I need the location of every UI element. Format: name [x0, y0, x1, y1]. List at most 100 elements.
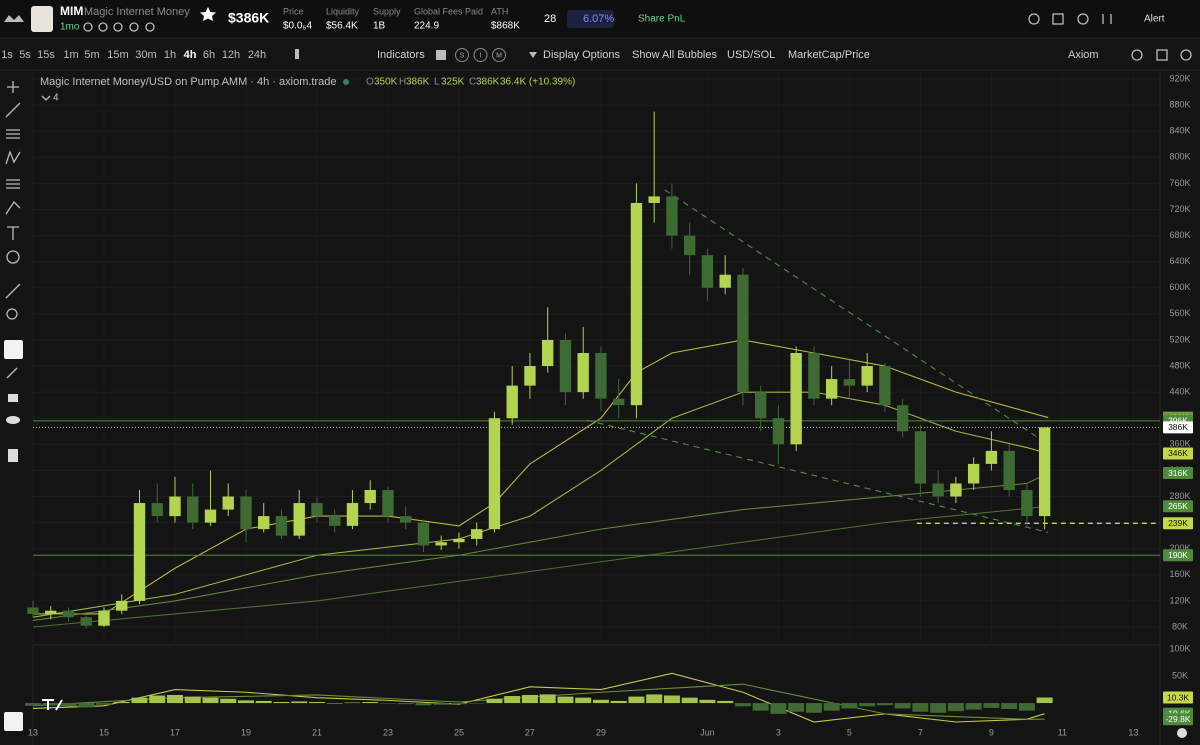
price-label-box [1163, 517, 1193, 530]
layout-select[interactable]: Axiom [1068, 49, 1099, 61]
brush-tool[interactable] [5, 200, 21, 215]
interval[interactable]: 12h [222, 49, 240, 61]
interval[interactable]: 5s [19, 49, 31, 61]
magnet-tool[interactable] [4, 340, 23, 359]
crosshair-tool[interactable] [7, 81, 19, 93]
candle-body [240, 496, 252, 530]
price-label-box [1163, 500, 1193, 513]
candle-body [630, 202, 643, 406]
interval[interactable]: 5m [84, 49, 99, 61]
histogram-bar [415, 703, 432, 706]
interval[interactable]: 1h [164, 49, 176, 61]
badge-ring[interactable] [455, 48, 469, 62]
web-icon[interactable] [129, 22, 139, 32]
histogram-bar [166, 694, 183, 704]
fullscreen-icon[interactable] [1156, 49, 1168, 61]
y-tick-label: 50K [1172, 670, 1188, 680]
tool-toggle[interactable] [4, 712, 23, 731]
mode-toggle[interactable]: MarketCap/Price [788, 49, 870, 61]
candle-body [488, 418, 501, 530]
histogram-bar [681, 697, 698, 704]
settings-icon[interactable] [1131, 49, 1143, 61]
favorite-star[interactable] [200, 7, 216, 21]
prediction-tool[interactable] [6, 179, 20, 189]
text-tool[interactable] [7, 226, 19, 240]
candle-type-icon[interactable] [295, 49, 299, 59]
icon[interactable] [98, 22, 108, 32]
indicators[interactable]: Indicators [377, 49, 425, 61]
emoji-tool[interactable] [6, 250, 20, 264]
legend-change: 36.4K (+10.39%) [500, 77, 575, 88]
hide-tool[interactable] [6, 416, 20, 424]
interval[interactable]: 15s [37, 49, 55, 61]
price-label: 346K [1168, 448, 1188, 458]
interval[interactable]: 6h [203, 49, 215, 61]
histogram-bar [539, 694, 556, 704]
swap-icon[interactable] [1102, 14, 1112, 24]
icon[interactable] [1052, 13, 1064, 25]
display-options[interactable]: Display Options [543, 49, 621, 61]
draw-mode-tool[interactable] [6, 367, 18, 379]
menu-logo[interactable] [4, 15, 24, 22]
interval[interactable]: 30m [135, 49, 156, 61]
y-tick-label: 880K [1169, 99, 1190, 109]
candle-body [772, 418, 785, 445]
delete-tool[interactable] [8, 449, 18, 462]
stat-value: $868K [491, 21, 520, 32]
zoom-tool[interactable] [6, 308, 18, 320]
x-tick-label: 9 [989, 727, 994, 737]
alert[interactable]: Alert [1144, 14, 1165, 25]
interval[interactable]: 1m [63, 49, 78, 61]
show-bubbles[interactable]: Show All Bubbles [632, 49, 717, 61]
candle-body [506, 385, 518, 419]
currency-toggle[interactable]: USD/SOL [727, 49, 775, 61]
share-pnl[interactable]: Share PnL [638, 14, 686, 25]
icon[interactable] [113, 22, 123, 32]
histogram-bar [912, 703, 929, 712]
dropdown-icon[interactable] [529, 52, 537, 58]
fib-tool[interactable] [6, 129, 20, 139]
interval[interactable]: 15m [107, 49, 128, 61]
histogram-bar [699, 699, 716, 704]
token-avatar[interactable] [31, 6, 53, 32]
y-tick-label: 720K [1169, 204, 1190, 214]
interval[interactable]: 24h [248, 49, 266, 61]
x-tick-label: 19 [241, 727, 251, 737]
interval[interactable]: 1s [1, 49, 13, 61]
link-icon[interactable] [83, 22, 93, 32]
histogram-bar [486, 698, 503, 704]
badge-ring[interactable] [473, 48, 488, 62]
x-tick-label: 27 [525, 727, 535, 737]
interval[interactable]: 4h [184, 49, 197, 61]
candle-body [701, 255, 714, 288]
price-label: 265K [1168, 501, 1188, 511]
histogram-bar [557, 696, 574, 704]
tv-logo [42, 699, 63, 711]
measure-tool[interactable] [5, 283, 21, 299]
auto-scale[interactable] [1177, 728, 1187, 738]
price-label: 316K [1168, 468, 1188, 478]
line-tool[interactable] [5, 102, 21, 118]
candle-body [45, 610, 57, 614]
pattern-tool[interactable] [5, 150, 21, 165]
token-name: Magic Internet Money [84, 6, 190, 18]
candle-body [683, 235, 696, 256]
indicator-count: 4 [53, 93, 59, 104]
candle-body [754, 392, 767, 419]
stat-value: $0.0₅4 [283, 21, 312, 32]
histogram-bar [60, 703, 77, 707]
collapse-icon[interactable] [41, 95, 51, 101]
settings-icon[interactable] [1028, 13, 1040, 25]
candle-body [985, 450, 998, 464]
currency-icon[interactable] [1077, 13, 1089, 25]
templates-icon[interactable] [436, 50, 446, 60]
lock-tool[interactable] [8, 394, 18, 402]
percent-badge[interactable] [567, 10, 614, 28]
price-label: 396K [1168, 416, 1188, 426]
camera-icon[interactable] [1180, 49, 1192, 61]
candle-body [400, 516, 412, 523]
search-icon[interactable] [145, 22, 155, 32]
price-label: 190K [1168, 550, 1188, 560]
badge-ring[interactable] [492, 48, 506, 62]
candle-body [293, 503, 305, 536]
